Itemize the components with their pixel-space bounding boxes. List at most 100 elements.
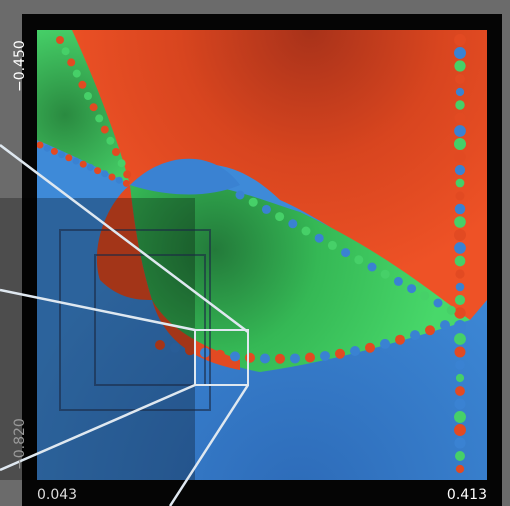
fractal-bead [122,179,130,187]
fractal-bead [454,216,466,228]
fractal-bead [446,305,456,315]
fractal-detail [37,34,466,474]
fractal-bead [67,58,76,67]
fractal-bead [455,282,465,292]
y-max-label: −0.450 [12,40,28,92]
fractal-bead [314,233,324,243]
fractal-bead [305,352,315,363]
fractal-bead [454,164,466,176]
fractal-bead [454,242,466,254]
fractal-bead [455,269,465,279]
fractal-bead [440,320,450,331]
fractal-bead [454,229,466,241]
fractal-bead [454,151,466,163]
fractal-bead [354,255,364,265]
fractal-bead [112,148,120,156]
fractal-bead [393,276,403,286]
fractal-bead [56,36,64,44]
fractal-bead [455,191,465,201]
fractal-bead [72,157,80,165]
fractal-bead [367,262,377,272]
fractal-bead [50,147,58,155]
fractal-bead [108,173,116,181]
fractal-bead [455,451,465,461]
fractal-bead [454,333,466,345]
fractal-bead [79,160,87,168]
fractal-bead [43,144,51,152]
fractal-bead [454,320,466,332]
fractal-bead [101,170,109,178]
fractal-bead [395,334,405,345]
fractal-bead [420,291,430,301]
fractal-bead [454,203,466,215]
fractal-bead [230,351,240,362]
fractal-bead [433,298,443,308]
fractal-bead [170,342,180,353]
fractal-bead [454,307,466,319]
fractal-bead [95,114,104,123]
fractal-bead [117,159,126,168]
fractal-bead [454,34,466,46]
fractal-bead [288,219,298,229]
fractal-bead [290,353,300,364]
fractal-bead [100,125,109,134]
fractal-bead [455,464,465,474]
fractal-bead [301,226,311,236]
fractal-bead [37,141,44,149]
fractal-bead [454,398,466,410]
fractal-bead [454,437,466,449]
fractal-bead [327,240,337,250]
fractal-bead [84,92,92,100]
fractal-bead [455,386,465,396]
fractal-bead [454,346,466,358]
fractal-bead [86,163,94,171]
fractal-bead [380,269,390,279]
fractal-bead [275,212,285,222]
fractal-bead [275,353,285,364]
fractal-bead [248,197,258,207]
fractal-bead [380,338,390,349]
fractal-bead [455,74,465,84]
fractal-bead [454,424,466,436]
fractal-bead [454,411,466,423]
fractal-bead [455,100,465,110]
fractal-bead [365,342,375,353]
zoom-overlay [0,144,250,506]
fractal-bead [78,80,87,89]
fractal-bead [58,151,66,159]
fractal-bead [89,103,98,112]
fractal-bead [455,178,465,188]
fractal-bead [454,47,466,59]
fractal-bead [185,345,195,356]
fractal-bead [454,112,466,124]
fractal-bead [407,284,417,294]
fractal-bead [454,125,466,137]
fractal-bead [72,69,81,78]
fractal-bead [454,60,466,72]
fractal-bead [341,248,351,258]
fractal-bead [455,373,465,383]
fractal-bead [245,352,255,363]
fractal-bead [106,136,115,145]
fractal-bead [61,47,70,56]
fractal-bead [455,360,465,370]
fractal-bead [155,340,165,350]
y-min-label: −0.820 [12,418,28,470]
fractal-bead [454,138,466,150]
fractal-bead [94,167,102,175]
fractal-bead [425,325,435,336]
fractal-bead [65,154,73,162]
fractal-bead [454,255,466,267]
fractal-bead [215,349,225,360]
fractal-bead [260,353,270,364]
fractal-bead [410,330,420,341]
fractal-bead [115,176,123,184]
fractal-bead [335,348,345,359]
fractal-bead [235,190,245,200]
fractal-bead [123,170,132,179]
fractal-bead [454,294,466,306]
fractal-bead [350,346,360,357]
fractal-bead [455,87,465,97]
x-min-label: 0.043 [37,487,77,503]
